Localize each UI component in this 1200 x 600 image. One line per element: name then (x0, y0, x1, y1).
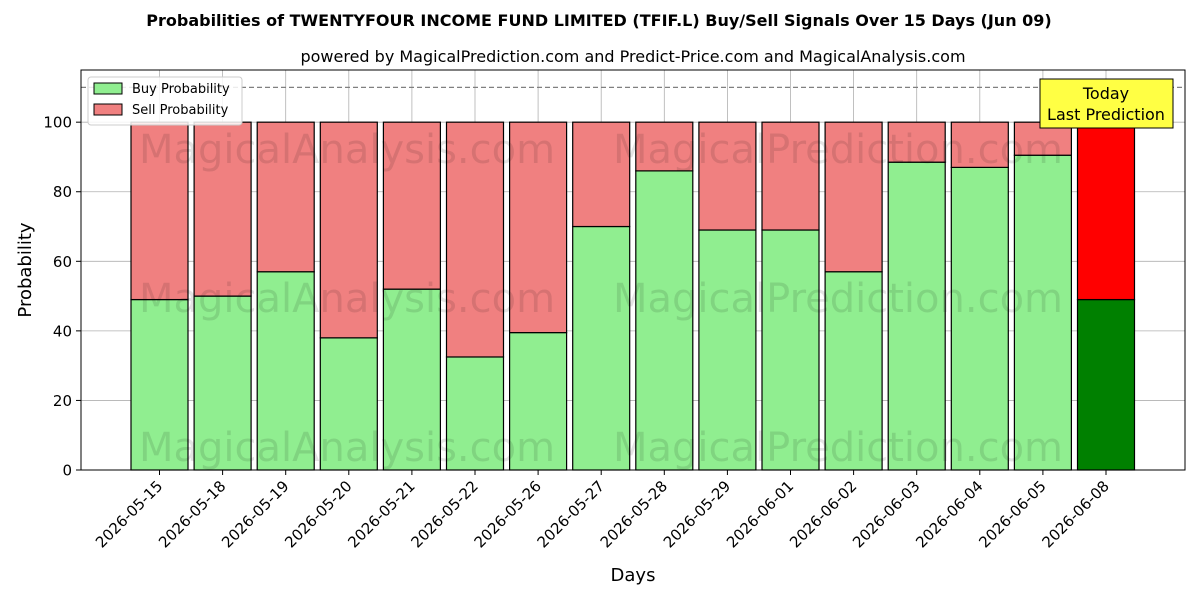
x-tick-label: 2026-05-27 (534, 477, 608, 551)
y-tick-label: 100 (43, 114, 72, 132)
legend-swatch (93, 103, 123, 116)
plot-frame (80, 69, 1186, 471)
bars (130, 121, 1136, 471)
watermark-text: MagicalPrediction.com (613, 276, 1063, 322)
y-tick-label: 20 (53, 392, 72, 410)
bar-sell (698, 121, 757, 231)
bar-sell (319, 121, 378, 339)
bar-sell (887, 121, 946, 163)
bar-buy (887, 161, 946, 471)
bar-buy (761, 229, 820, 471)
x-tick-label: 2026-06-03 (849, 477, 923, 551)
legend-swatch (93, 82, 123, 95)
annotation-line: Last Prediction (1047, 105, 1165, 124)
bar-buy (1076, 298, 1136, 471)
bar-sell (572, 121, 631, 228)
x-tick-label: 2026-05-21 (344, 477, 418, 551)
x-tick-label: 2026-05-19 (218, 477, 292, 551)
today-annotation: Today Last Prediction (1039, 78, 1174, 129)
bar-sell (382, 121, 441, 290)
watermark-text: MagicalAnalysis.com (139, 425, 555, 471)
bar-buy (698, 229, 757, 471)
watermark-text: MagicalPrediction.com (613, 425, 1063, 471)
x-tick-label: 2026-05-15 (92, 477, 166, 551)
bar-sell (130, 121, 189, 301)
y-tick-label: 0 (62, 462, 72, 480)
x-tick-label: 2026-06-01 (723, 477, 797, 551)
bar-buy (572, 225, 631, 471)
x-tick-label: 2026-06-05 (975, 477, 1049, 551)
annotation-box (1039, 78, 1174, 129)
watermarks: MagicalAnalysis.com MagicalPrediction.com… (139, 127, 1063, 471)
legend: Buy Probability Sell Probability (87, 76, 243, 126)
y-axis-ticks: 0 20 40 60 80 100 (43, 114, 81, 480)
x-tick-label: 2026-05-26 (471, 477, 545, 551)
y-tick-label: 60 (53, 253, 72, 271)
bar-sell (635, 121, 694, 172)
legend-label: Sell Probability (132, 103, 229, 118)
chart-title: Probabilities of TWENTYFOUR INCOME FUND … (146, 11, 1051, 30)
x-tick-label: 2026-05-29 (660, 477, 734, 551)
x-tick-label: 2026-06-08 (1038, 477, 1112, 551)
bar-sell (1076, 121, 1136, 301)
x-tick-label: 2026-05-22 (407, 477, 481, 551)
bar-buy (382, 288, 441, 471)
x-tick-label: 2026-06-02 (786, 477, 860, 551)
legend-box (87, 76, 243, 126)
bar-sell (761, 121, 820, 231)
bar-buy (635, 170, 694, 471)
bar-buy (509, 332, 568, 471)
bar-sell (445, 121, 505, 358)
x-tick-label: 2026-06-04 (912, 477, 986, 551)
y-tick-label: 80 (53, 183, 72, 201)
watermark-text: MagicalPrediction.com (613, 127, 1063, 173)
legend-label: Buy Probability (132, 82, 230, 97)
bar-sell (256, 121, 315, 273)
bar-sell (950, 121, 1009, 168)
watermark-text: MagicalAnalysis.com (139, 276, 555, 322)
bar-sell (824, 121, 883, 273)
bar-buy (319, 337, 378, 471)
chart-subtitle: powered by MagicalPrediction.com and Pre… (300, 47, 965, 66)
x-tick-label: 2026-05-28 (597, 477, 671, 551)
x-axis-ticks: 2026-05-152026-05-182026-05-192026-05-20… (92, 470, 1113, 551)
bar-buy (824, 271, 883, 471)
x-tick-label: 2026-05-20 (281, 477, 355, 551)
bar-buy (193, 295, 252, 471)
watermark-text: MagicalAnalysis.com (139, 127, 555, 173)
x-tick-label: 2026-05-18 (155, 477, 229, 551)
x-axis-label: Days (611, 565, 656, 586)
y-tick-label: 40 (53, 322, 72, 340)
bar-sell (509, 121, 568, 334)
bar-buy (445, 356, 505, 471)
y-axis-label: Probability (15, 222, 36, 317)
annotation-line: Today (1082, 84, 1129, 103)
bar-buy (256, 271, 315, 471)
